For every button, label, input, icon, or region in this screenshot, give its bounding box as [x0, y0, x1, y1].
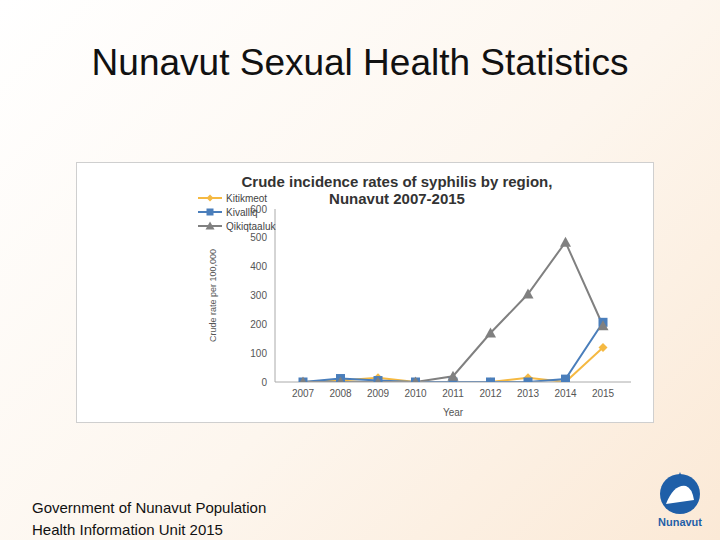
svg-text:2007: 2007 [292, 388, 315, 399]
svg-text:2013: 2013 [517, 388, 540, 399]
svg-text:2011: 2011 [442, 388, 464, 399]
svg-text:400: 400 [250, 261, 267, 272]
svg-text:2014: 2014 [554, 388, 577, 399]
svg-text:2010: 2010 [404, 388, 427, 399]
svg-text:600: 600 [250, 204, 267, 215]
svg-text:2008: 2008 [329, 388, 352, 399]
svg-text:Crude rate per 100,000: Crude rate per 100,000 [208, 249, 218, 342]
svg-text:300: 300 [250, 290, 267, 301]
svg-text:200: 200 [250, 319, 267, 330]
svg-text:2012: 2012 [479, 388, 502, 399]
svg-text:2009: 2009 [367, 388, 390, 399]
svg-text:500: 500 [250, 232, 267, 243]
svg-text:100: 100 [250, 348, 267, 359]
svg-text:Year: Year [443, 407, 464, 418]
svg-text:0: 0 [261, 377, 267, 388]
svg-text:2015: 2015 [592, 388, 615, 399]
